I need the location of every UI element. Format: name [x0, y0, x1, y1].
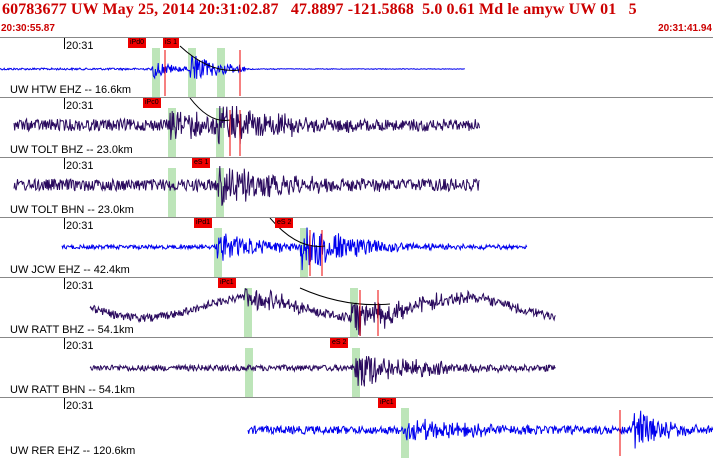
trace-waveform [247, 408, 713, 458]
station-label: UW RATT BHN -- 54.1km [10, 384, 135, 396]
trace-panel-tolt-bhn[interactable]: 20:31 eS 1 UW TOLT BHN -- 23.0km [0, 157, 713, 218]
pick-marker[interactable]: iPd1 [194, 218, 213, 228]
pick-band [350, 288, 358, 338]
trace-waveform [13, 165, 480, 218]
trace-panel-ratt-bhz[interactable]: 20:31 iPc1 UW RATT BHZ -- 54.1km [0, 277, 713, 338]
pick-marker[interactable]: iPd0 [128, 38, 147, 48]
trace-panel-rer-ehz[interactable]: 20:31 iPc1 UW RER EHZ -- 120.6km [0, 397, 713, 458]
time-tick [64, 278, 65, 289]
trace-panel-tolt-bhz[interactable]: 20:31 iPc0 UW TOLT BHZ -- 23.0km [0, 97, 713, 158]
time-tick [64, 158, 65, 169]
moveout-curve [179, 45, 241, 71]
pick-band [352, 348, 360, 398]
time-tick [64, 98, 65, 109]
waveform-line [0, 55, 465, 80]
pick-band [168, 108, 176, 158]
pick-band [244, 288, 252, 338]
panel-time-label: 20:31 [66, 220, 94, 232]
waveform-line [247, 410, 713, 449]
waveform-line [89, 356, 556, 387]
pick-band [216, 168, 224, 218]
trace-waveform [89, 287, 556, 338]
panel-time-label: 20:31 [66, 40, 94, 52]
pick-band [245, 348, 253, 398]
waveform-line [13, 165, 480, 206]
trace-waveform [89, 348, 556, 398]
panel-time-label: 20:31 [66, 100, 94, 112]
trace-waveform [0, 45, 465, 98]
trace-panel-ratt-bhn[interactable]: 20:31 eS 2 UW RATT BHN -- 54.1km [0, 337, 713, 398]
station-label: UW RATT BHZ -- 54.1km [10, 324, 134, 336]
trace-waveform [13, 98, 480, 158]
pick-band [401, 408, 409, 458]
pick-marker[interactable]: iS 1 [163, 38, 180, 48]
time-tick [64, 398, 65, 409]
station-label: UW RER EHZ -- 120.6km [10, 445, 136, 457]
event-title: 60783677 UW May 25, 2014 20:31:02.87 47.… [2, 1, 637, 18]
panel-time-label: 20:31 [66, 280, 94, 292]
moveout-curve [299, 287, 391, 306]
pick-marker[interactable]: eS 2 [275, 218, 294, 228]
pick-band [217, 48, 225, 98]
pick-marker[interactable]: eS 1 [192, 158, 211, 168]
time-tick [64, 338, 65, 349]
waveform-line [89, 288, 556, 337]
pick-marker[interactable]: eS 2 [330, 338, 349, 348]
pick-band [188, 48, 196, 98]
pick-marker[interactable]: iPc1 [218, 278, 236, 288]
trace-panel-htw-ehz[interactable]: 20:31 iPd0 iS 1 UW HTW EHZ -- 16.6km [0, 37, 713, 98]
waveform-line [61, 227, 528, 271]
pick-band [168, 168, 176, 218]
start-time: 20:30:55.87 [1, 23, 55, 34]
station-label: UW TOLT BHN -- 23.0km [10, 204, 134, 216]
seismogram-traces: 20:31 iPd0 iS 1 UW HTW EHZ -- 16.6km 20:… [0, 37, 713, 458]
time-tick [64, 218, 65, 229]
trace-panel-jcw-ehz[interactable]: 20:31 iPd1 eS 2 UW JCW EHZ -- 42.4km [0, 217, 713, 278]
pick-marker[interactable]: iPc0 [143, 98, 161, 108]
pick-marker[interactable]: iPc1 [378, 398, 396, 408]
end-time: 20:31:41.94 [658, 23, 712, 34]
station-label: UW JCW EHZ -- 42.4km [10, 264, 130, 276]
time-tick [64, 38, 65, 49]
moveout-curve [189, 98, 231, 122]
header: 60783677 UW May 25, 2014 20:31:02.87 47.… [0, 0, 713, 37]
station-label: UW TOLT BHZ -- 23.0km [10, 144, 133, 156]
panel-time-label: 20:31 [66, 340, 94, 352]
station-label: UW HTW EHZ -- 16.6km [10, 84, 131, 96]
panel-time-label: 20:31 [66, 160, 94, 172]
panel-time-label: 20:31 [66, 400, 94, 412]
waveform-line [13, 105, 480, 145]
pick-band [216, 108, 224, 158]
